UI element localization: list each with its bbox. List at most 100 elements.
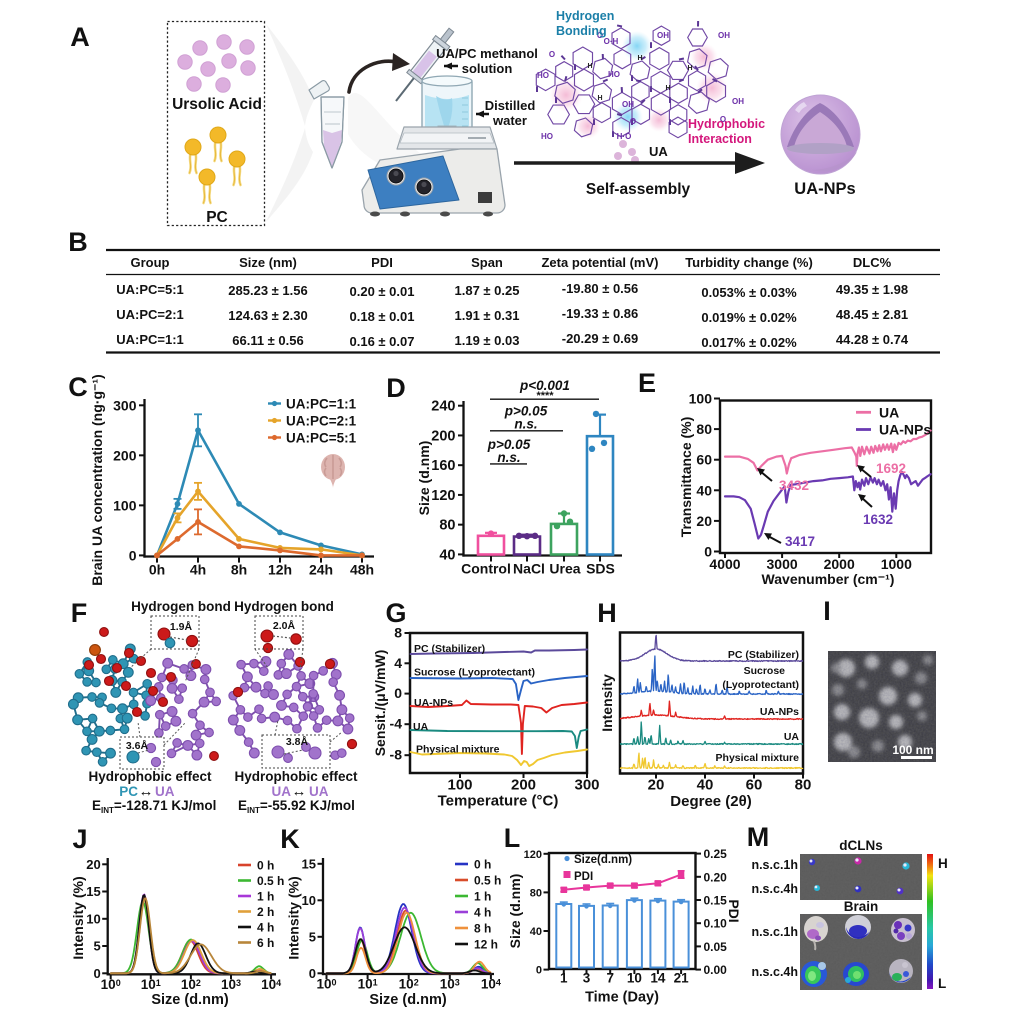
svg-text:6 h: 6 h bbox=[257, 936, 274, 950]
svg-text:20: 20 bbox=[696, 513, 712, 529]
svg-text:200: 200 bbox=[511, 777, 536, 794]
svg-text:water: water bbox=[492, 113, 527, 128]
svg-text:Distilled: Distilled bbox=[485, 98, 536, 113]
svg-text:160: 160 bbox=[431, 458, 455, 474]
svg-text:0: 0 bbox=[394, 685, 402, 701]
svg-text:0.017% ± 0.02%: 0.017% ± 0.02% bbox=[701, 335, 797, 350]
svg-text:J: J bbox=[72, 824, 87, 854]
svg-text:n.s.c.4h: n.s.c.4h bbox=[751, 882, 798, 896]
svg-text:O: O bbox=[630, 117, 636, 126]
svg-text:Interaction: Interaction bbox=[688, 132, 752, 146]
svg-text:Size (nm): Size (nm) bbox=[239, 255, 297, 270]
svg-text:O·H: O·H bbox=[604, 37, 619, 46]
svg-text:PDI: PDI bbox=[726, 899, 742, 922]
svg-text:UA:PC=1:1: UA:PC=1:1 bbox=[286, 397, 357, 412]
svg-text:SDS: SDS bbox=[586, 561, 615, 577]
svg-text:3417: 3417 bbox=[785, 534, 815, 549]
svg-text:UA/PC methanol: UA/PC methanol bbox=[436, 46, 538, 61]
svg-text:10: 10 bbox=[627, 971, 642, 986]
svg-text:UA: UA bbox=[649, 144, 668, 159]
svg-text:K: K bbox=[280, 824, 300, 854]
svg-text:80: 80 bbox=[696, 421, 712, 437]
svg-text:DLC%: DLC% bbox=[853, 255, 892, 270]
svg-text:4: 4 bbox=[394, 655, 402, 671]
svg-text:Turbidity change (%): Turbidity change (%) bbox=[685, 255, 813, 270]
svg-text:0.25: 0.25 bbox=[704, 847, 728, 861]
svg-text:n.s.c.4h: n.s.c.4h bbox=[751, 965, 798, 979]
svg-text:2000: 2000 bbox=[824, 556, 855, 572]
svg-text:40: 40 bbox=[697, 777, 714, 794]
svg-text:10: 10 bbox=[86, 911, 100, 926]
svg-text:60: 60 bbox=[696, 452, 712, 468]
svg-text:3.6Å: 3.6Å bbox=[126, 739, 149, 752]
svg-text:L: L bbox=[938, 976, 946, 991]
svg-text:4 h: 4 h bbox=[474, 906, 491, 920]
svg-text:Hydrogen bond: Hydrogen bond bbox=[131, 599, 231, 614]
svg-text:UA-NPs: UA-NPs bbox=[414, 697, 453, 709]
svg-text:124.63 ± 2.30: 124.63 ± 2.30 bbox=[228, 308, 307, 323]
svg-text:3: 3 bbox=[583, 971, 591, 986]
svg-text:0.15: 0.15 bbox=[704, 894, 728, 908]
svg-text:2.0Å: 2.0Å bbox=[273, 619, 296, 632]
svg-text:solution: solution bbox=[462, 61, 513, 76]
svg-text:-4: -4 bbox=[390, 716, 403, 732]
svg-text:(Lyoprotectant): (Lyoprotectant) bbox=[722, 679, 799, 691]
svg-text:0.5 h: 0.5 h bbox=[474, 874, 501, 888]
svg-text:8: 8 bbox=[394, 625, 402, 641]
svg-text:15: 15 bbox=[302, 856, 316, 871]
svg-text:Ursolic Acid: Ursolic Acid bbox=[172, 96, 262, 113]
svg-text:UA:PC=5:1: UA:PC=5:1 bbox=[116, 282, 184, 297]
svg-text:0.053% ± 0.03%: 0.053% ± 0.03% bbox=[701, 285, 797, 300]
svg-text:O: O bbox=[549, 50, 555, 59]
svg-text:Transmittance (%): Transmittance (%) bbox=[678, 417, 694, 538]
svg-text:G: G bbox=[385, 598, 406, 628]
svg-text:200: 200 bbox=[431, 428, 455, 444]
svg-text:Hydrophobic: Hydrophobic bbox=[688, 117, 765, 131]
svg-text:n.s.: n.s. bbox=[497, 450, 520, 465]
svg-text:0: 0 bbox=[93, 966, 100, 981]
svg-text:H: H bbox=[938, 856, 948, 871]
svg-text:Physical mixture: Physical mixture bbox=[716, 752, 800, 764]
svg-text:12h: 12h bbox=[268, 562, 292, 578]
svg-text:7: 7 bbox=[606, 971, 614, 986]
svg-text:1: 1 bbox=[560, 971, 568, 986]
svg-text:dCLNs: dCLNs bbox=[839, 838, 883, 853]
svg-text:Size (d.nm): Size (d.nm) bbox=[151, 992, 229, 1008]
svg-text:PC: PC bbox=[119, 784, 138, 799]
svg-text:C: C bbox=[68, 372, 88, 402]
svg-text:49.35 ± 1.98: 49.35 ± 1.98 bbox=[836, 282, 908, 297]
svg-text:0: 0 bbox=[536, 965, 542, 977]
svg-text:100: 100 bbox=[447, 777, 472, 794]
svg-text:4 h: 4 h bbox=[257, 921, 274, 935]
svg-text:40: 40 bbox=[530, 926, 542, 938]
svg-text:285.23 ± 1.56: 285.23 ± 1.56 bbox=[228, 283, 307, 298]
svg-text:8h: 8h bbox=[231, 562, 247, 578]
svg-text:24h: 24h bbox=[309, 562, 333, 578]
svg-text:PC (Stabilizer): PC (Stabilizer) bbox=[728, 649, 799, 661]
svg-text:UA: UA bbox=[309, 784, 329, 799]
svg-text:80: 80 bbox=[439, 518, 455, 534]
svg-text:14: 14 bbox=[650, 971, 666, 986]
svg-text:n.s.c.1h: n.s.c.1h bbox=[751, 925, 798, 939]
svg-text:n.s.: n.s. bbox=[514, 417, 537, 432]
svg-text:L: L bbox=[504, 823, 521, 853]
svg-text:0.05: 0.05 bbox=[704, 940, 728, 954]
svg-text:HO: HO bbox=[608, 70, 620, 79]
svg-text:Span: Span bbox=[471, 255, 503, 270]
svg-text:UA: UA bbox=[413, 721, 429, 733]
svg-text:0.20 ± 0.01: 0.20 ± 0.01 bbox=[350, 284, 415, 299]
svg-text:300: 300 bbox=[574, 777, 599, 794]
svg-text:Size (d.nm): Size (d.nm) bbox=[507, 874, 523, 949]
svg-text:Intensity (%): Intensity (%) bbox=[70, 876, 86, 959]
svg-text:100: 100 bbox=[113, 497, 137, 513]
svg-text:NaCl: NaCl bbox=[513, 561, 545, 577]
svg-text:PC (Stabilizer): PC (Stabilizer) bbox=[414, 643, 485, 655]
svg-text:3000: 3000 bbox=[767, 556, 798, 572]
svg-text:UA:PC=2:1: UA:PC=2:1 bbox=[286, 414, 357, 429]
svg-text:M: M bbox=[747, 822, 770, 852]
svg-text:0: 0 bbox=[129, 547, 137, 563]
svg-text:1 h: 1 h bbox=[257, 890, 274, 904]
svg-text:I: I bbox=[823, 596, 831, 626]
svg-text:12 h: 12 h bbox=[474, 938, 498, 952]
svg-text:15: 15 bbox=[86, 884, 100, 899]
